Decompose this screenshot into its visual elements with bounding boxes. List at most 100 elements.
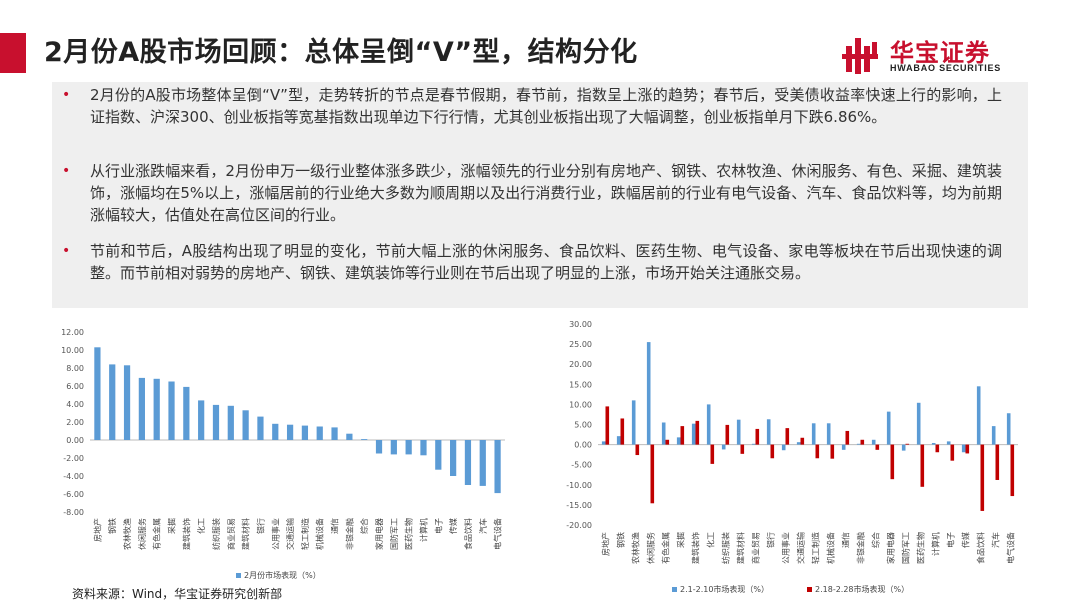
y-tick-label: -10.00 (566, 481, 592, 490)
y-tick-label: -2.00 (63, 454, 84, 463)
bar (346, 433, 353, 440)
bar (123, 365, 131, 440)
bar (168, 381, 175, 440)
x-tick-label: 建筑装饰 (181, 518, 191, 550)
bar (1010, 444, 1015, 497)
y-tick-label: 12.00 (61, 328, 84, 337)
bar (931, 442, 936, 445)
bar (691, 423, 696, 445)
bar (405, 440, 412, 455)
x-tick-label: 纺织服装 (211, 518, 221, 550)
x-tick-label: 公用事业 (270, 518, 280, 550)
bar (991, 426, 996, 445)
y-tick-label: 4.00 (66, 400, 84, 409)
x-tick-label: 食品饮料 (976, 532, 986, 564)
x-tick-label: 医药生物 (404, 518, 414, 550)
bar (301, 425, 309, 440)
bar (875, 444, 880, 450)
bar (494, 440, 501, 494)
logo-mark-icon (842, 38, 878, 74)
x-tick-label: 建筑材料 (241, 518, 251, 550)
bullet-text: 2月份的A股市场整体呈倒“V”型，走势转折的节点是春节假期，春节前，指数呈上涨的… (90, 86, 1002, 126)
bar (901, 444, 906, 451)
bar (257, 416, 264, 440)
x-tick-label: 电气设备 (1006, 532, 1016, 564)
bar (950, 444, 955, 461)
bar (375, 440, 383, 454)
bar (631, 400, 636, 445)
x-tick-label: 非银金融 (344, 518, 354, 550)
x-tick-label: 电子 (433, 518, 443, 534)
data-source-note: 资料来源：Wind，华宝证券研究创新部 (72, 587, 283, 601)
x-tick-label: 家用电器 (886, 532, 896, 564)
y-tick-label: 8.00 (66, 364, 84, 373)
bar (751, 443, 756, 445)
bar (785, 428, 790, 445)
bar (961, 444, 966, 453)
bar (800, 437, 805, 445)
bar (605, 406, 610, 445)
monthly-industry-chart: 12.00 10.00 8.00 6.00 4.00 2.00 0.00 -2.00 -4.00… (40, 318, 520, 588)
monthly-industry-chart-svg: 12.00 10.00 8.00 6.00 4.00 2.00 0.00 -2.00 -4.00… (61, 328, 505, 580)
x-tick-label: 钢铁 (107, 518, 117, 534)
x-tick-label: 食品饮料 (463, 518, 473, 550)
pre-post-holiday-chart-svg: 30.00 25.00 20.00 15.00 10.00 5.00 0.00 -5.00 -1… (566, 320, 1018, 594)
summary-bullet: • 节前和节后，A股结构出现了明显的变化，节前大幅上涨的休闲服务、食品饮料、医药… (62, 240, 1002, 284)
bar (890, 444, 895, 480)
x-tick-label: 综合 (359, 518, 369, 534)
legend-label: 2月份市场表现（%） (244, 570, 321, 580)
x-tick-label: 机械设备 (315, 518, 325, 550)
bar (272, 423, 279, 440)
pre-post-holiday-chart: 30.00 25.00 20.00 15.00 10.00 5.00 0.00 -5.00 -1… (538, 312, 1028, 598)
bullet-text: 节前和节后，A股结构出现了明显的变化，节前大幅上涨的休闲服务、食品饮料、医药生物… (90, 242, 1002, 282)
bar (916, 402, 921, 445)
bar (845, 430, 850, 445)
x-tick-label: 汽车 (991, 532, 1001, 548)
x-tick-label: 有色金属 (661, 532, 671, 564)
logo-chinese-text: 华宝证券 (890, 39, 990, 67)
bar (740, 444, 745, 454)
bar (721, 444, 726, 450)
x-tick-label: 医药生物 (916, 532, 926, 564)
x-tick-label: 房地产 (92, 518, 102, 542)
bullet-dot-icon: • (62, 87, 71, 103)
bar (390, 440, 397, 455)
x-tick-label: 建筑装饰 (691, 532, 701, 564)
x-tick-label: 国防军工 (901, 532, 911, 564)
y-tick-label: 5.00 (574, 421, 592, 430)
bullet-text: 从行业涨跌幅来看，2月份申万一级行业整体涨多跌少，涨幅领先的行业分别有房地产、钢… (90, 162, 1002, 224)
bar (665, 439, 670, 445)
x-tick-label: 化工 (196, 518, 206, 534)
bar (860, 439, 865, 445)
x-tick-label: 通信 (841, 532, 851, 548)
x-tick-label: 电气设备 (493, 518, 503, 550)
x-tick-label: 商业贸易 (226, 518, 236, 550)
bar (676, 437, 681, 445)
bar (601, 441, 606, 445)
bar (361, 439, 368, 440)
x-tick-label: 综合 (871, 532, 881, 548)
bar (841, 444, 846, 450)
bar (331, 427, 338, 440)
x-tick-label: 休闲服务 (137, 518, 147, 550)
x-tick-label: 计算机 (931, 532, 941, 556)
bar (706, 404, 711, 445)
bar (886, 411, 891, 445)
x-tick-label: 电子 (946, 532, 956, 548)
bar (153, 378, 160, 440)
bar (766, 419, 771, 445)
bar (725, 424, 730, 445)
bar (976, 386, 981, 445)
x-tick-label: 计算机 (418, 518, 428, 542)
title-accent-bar (0, 33, 26, 73)
y-tick-label: -6.00 (63, 490, 84, 499)
bar (905, 443, 910, 445)
x-tick-label: 交通运输 (285, 518, 295, 550)
bar (420, 440, 427, 456)
bar (1006, 413, 1011, 445)
x-tick-label: 汽车 (478, 518, 488, 534)
legend-swatch (672, 587, 677, 592)
bar (661, 422, 666, 445)
bar (826, 423, 831, 445)
x-tick-label: 采掘 (676, 532, 686, 548)
